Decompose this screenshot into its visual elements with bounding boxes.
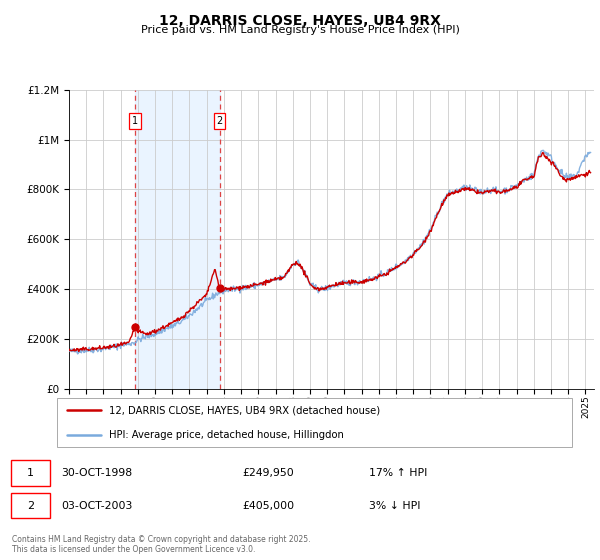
Text: £405,000: £405,000 bbox=[242, 501, 295, 511]
Text: 1: 1 bbox=[132, 116, 138, 126]
Bar bbox=[135, 90, 220, 389]
Text: HPI: Average price, detached house, Hillingdon: HPI: Average price, detached house, Hill… bbox=[109, 430, 344, 440]
Text: 1: 1 bbox=[27, 468, 34, 478]
FancyBboxPatch shape bbox=[56, 398, 572, 447]
Text: 3% ↓ HPI: 3% ↓ HPI bbox=[369, 501, 421, 511]
FancyBboxPatch shape bbox=[11, 493, 50, 519]
Text: 30-OCT-1998: 30-OCT-1998 bbox=[61, 468, 132, 478]
FancyBboxPatch shape bbox=[11, 460, 50, 486]
Text: Price paid vs. HM Land Registry's House Price Index (HPI): Price paid vs. HM Land Registry's House … bbox=[140, 25, 460, 35]
Text: 2: 2 bbox=[217, 116, 223, 126]
Text: 17% ↑ HPI: 17% ↑ HPI bbox=[369, 468, 427, 478]
Text: 12, DARRIS CLOSE, HAYES, UB4 9RX: 12, DARRIS CLOSE, HAYES, UB4 9RX bbox=[159, 14, 441, 28]
Text: 03-OCT-2003: 03-OCT-2003 bbox=[61, 501, 133, 511]
Text: £249,950: £249,950 bbox=[242, 468, 294, 478]
Text: Contains HM Land Registry data © Crown copyright and database right 2025.
This d: Contains HM Land Registry data © Crown c… bbox=[12, 535, 311, 554]
Text: 2: 2 bbox=[27, 501, 34, 511]
Text: 12, DARRIS CLOSE, HAYES, UB4 9RX (detached house): 12, DARRIS CLOSE, HAYES, UB4 9RX (detach… bbox=[109, 405, 380, 416]
